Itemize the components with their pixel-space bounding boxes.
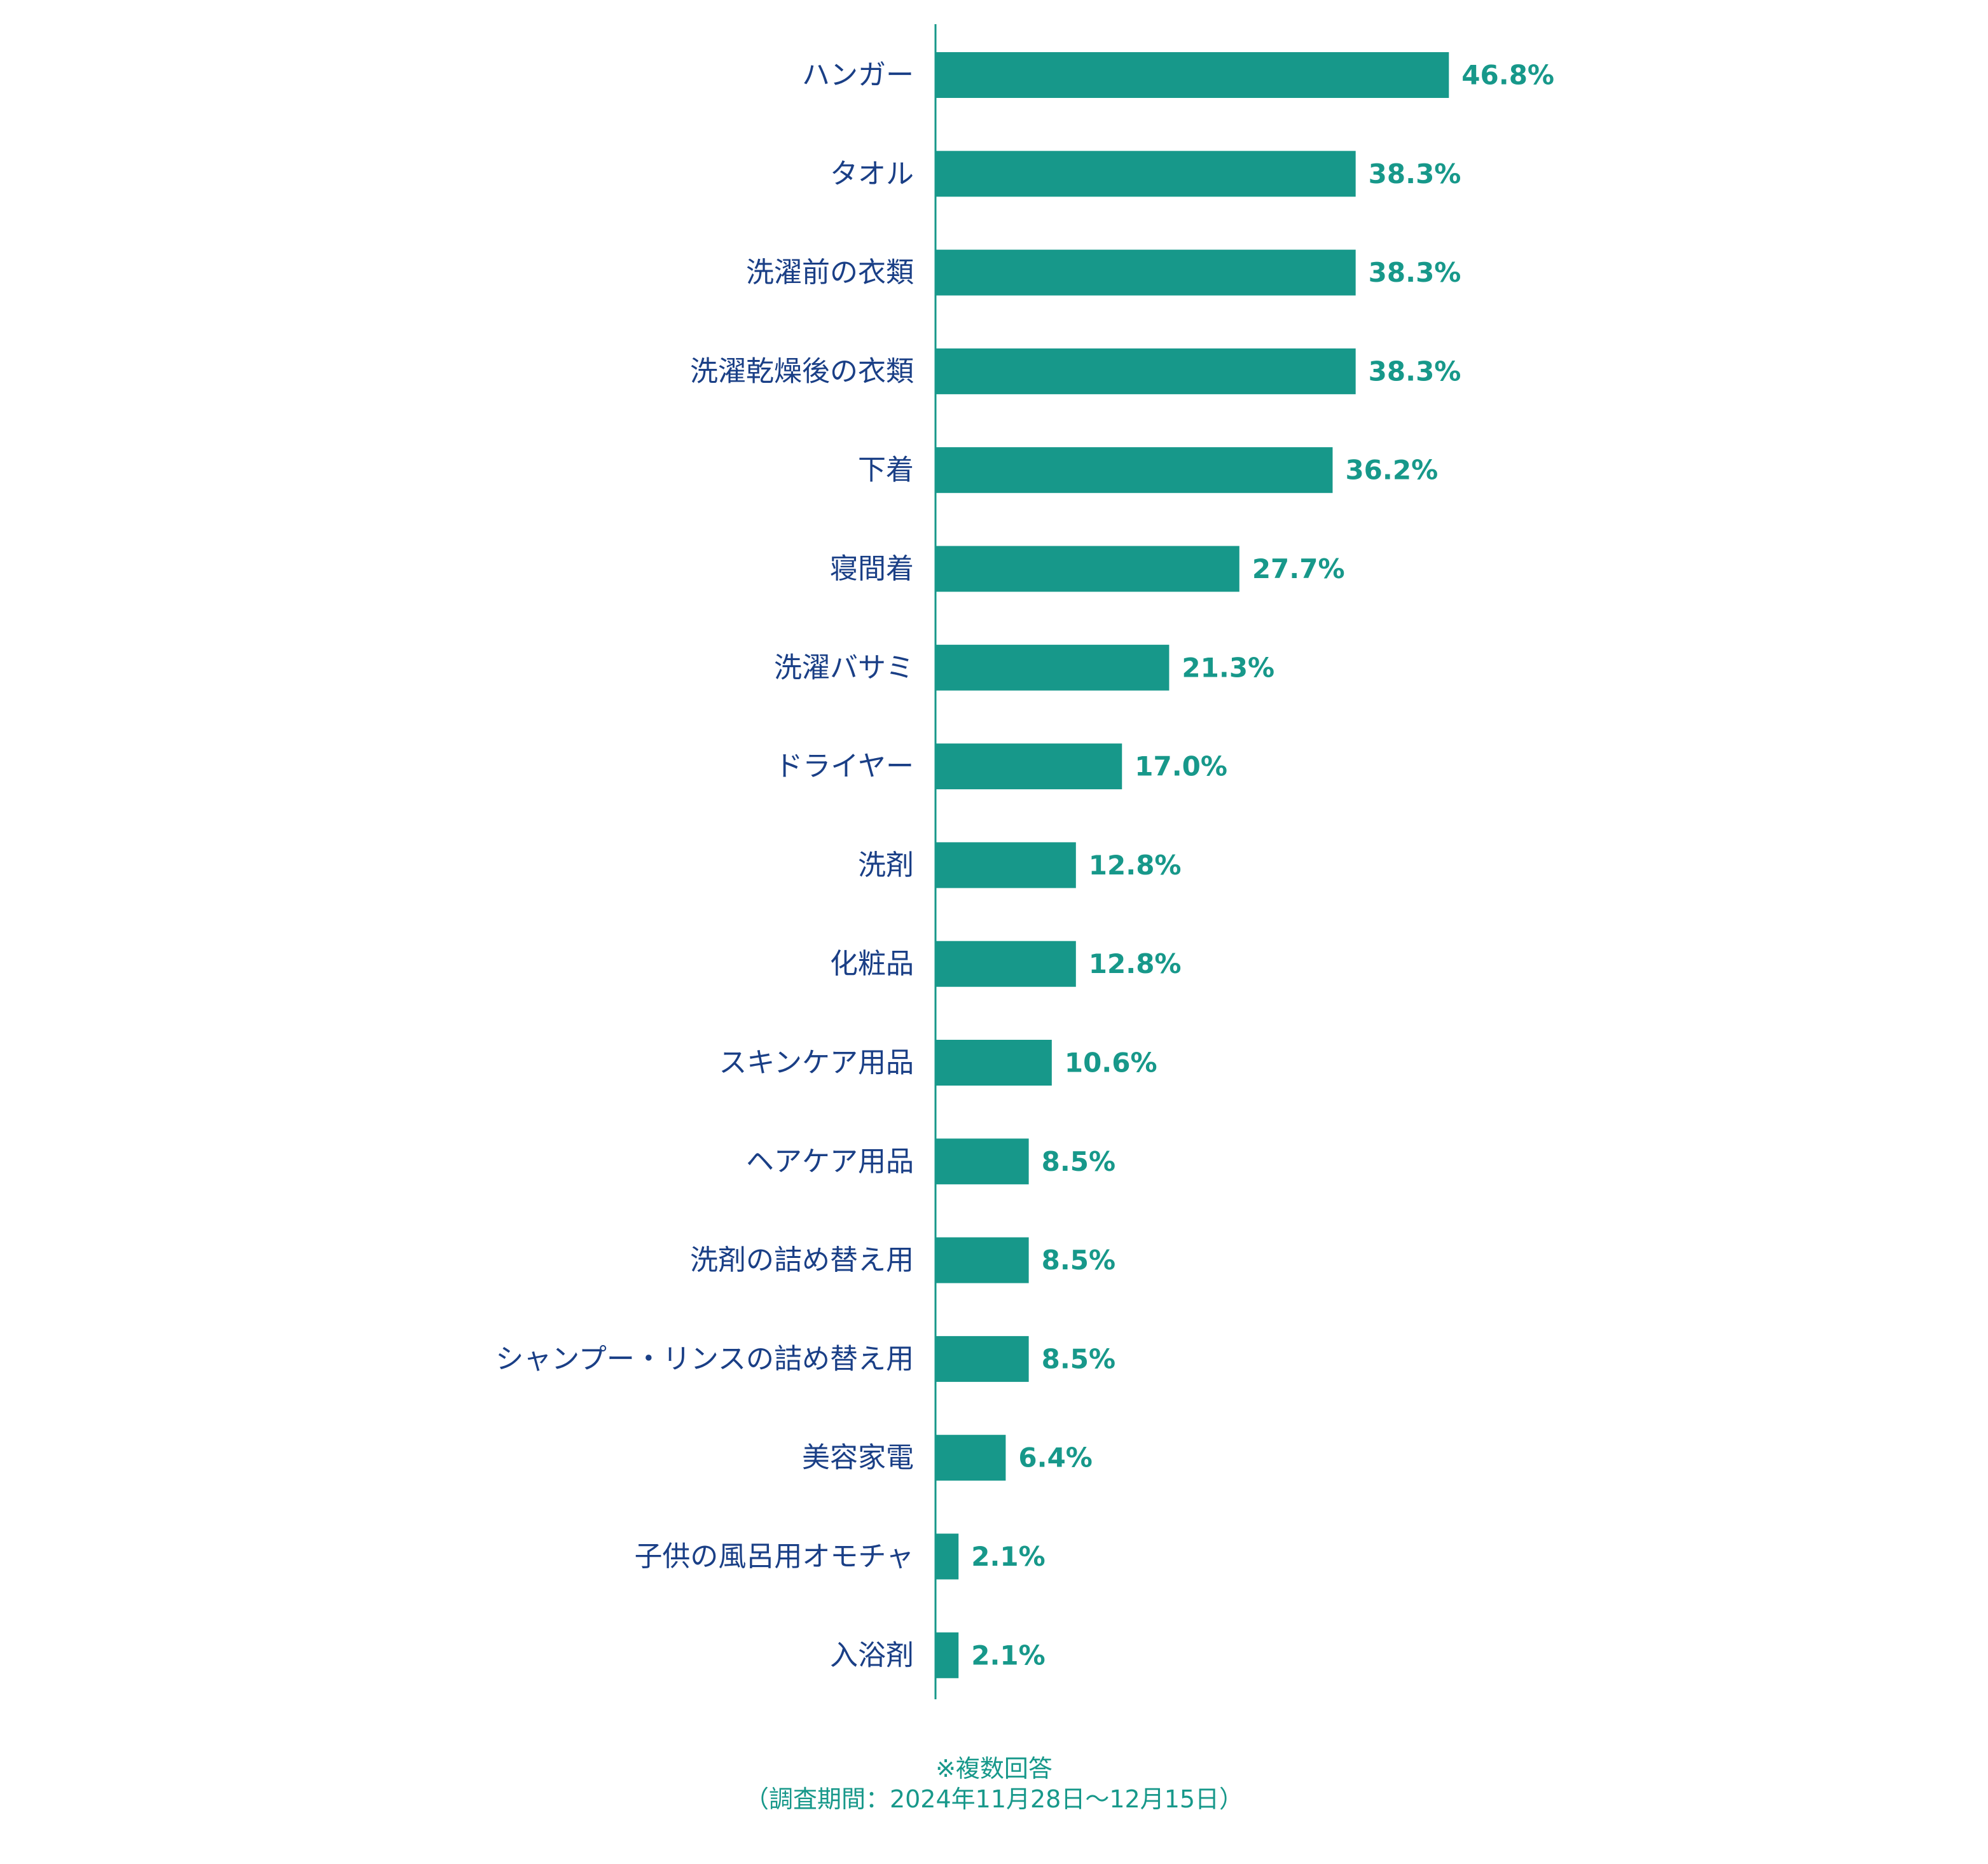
- category-label: 洗濯バサミ: [774, 651, 914, 684]
- bar: [935, 249, 1356, 296]
- value-label: 38.3%: [1369, 158, 1461, 190]
- value-label: 27.7%: [1252, 553, 1345, 584]
- category-label: 子供の風呂用オモチャ: [634, 1540, 914, 1573]
- bar-chart: ハンガータオル洗濯前の衣類洗濯乾燥後の衣類下着寝間着洗濯バサミドライヤー洗剤化粧…: [495, 24, 1554, 1699]
- bar: [935, 644, 1170, 691]
- value-labels: 46.8% 38.3% 38.3% 38.3% 36.2% 27.7% 21.3% 17.0%…: [971, 60, 1554, 1671]
- bar: [935, 1632, 959, 1678]
- value-label: 36.2%: [1345, 455, 1438, 486]
- category-label: タオル: [830, 158, 914, 190]
- value-label: 46.8%: [1461, 60, 1554, 91]
- bar: [935, 52, 1449, 98]
- bar: [935, 1336, 1029, 1382]
- category-label: 洗剤の詰め替え用: [690, 1244, 914, 1276]
- value-label: 38.3%: [1369, 356, 1461, 387]
- bar: [935, 1040, 1052, 1086]
- category-label: ヘアケア用品: [746, 1145, 914, 1178]
- category-labels: ハンガータオル洗濯前の衣類洗濯乾燥後の衣類下着寝間着洗濯バサミドライヤー洗剤化粧…: [495, 59, 914, 1672]
- value-label: 12.8%: [1089, 948, 1182, 979]
- value-label: 21.3%: [1182, 652, 1274, 683]
- category-label: シャンプー・リンスの詰め替え用: [495, 1343, 914, 1375]
- bar: [935, 348, 1356, 394]
- bar: [935, 1237, 1029, 1283]
- category-label: スキンケア用品: [719, 1047, 914, 1079]
- footnote-multiple-answers: ※複数回答: [935, 1755, 1053, 1783]
- bar: [935, 941, 1076, 987]
- category-label: 入浴剤: [830, 1639, 914, 1671]
- value-label: 8.5%: [1042, 1343, 1115, 1374]
- category-label: ドライヤー: [775, 750, 914, 783]
- category-label: 洗剤: [858, 849, 914, 881]
- value-label: 17.0%: [1135, 751, 1227, 782]
- bar: [935, 447, 1333, 494]
- bar: [935, 151, 1356, 197]
- category-label: 美容家電: [802, 1442, 914, 1474]
- value-label: 2.1%: [971, 1640, 1045, 1671]
- value-label: 8.5%: [1042, 1146, 1115, 1177]
- bar: [935, 743, 1122, 790]
- bar: [935, 1533, 959, 1580]
- bar: [935, 842, 1076, 888]
- footnote-survey-period: （調査期間：2024年11月28日～12月15日）: [744, 1785, 1244, 1813]
- category-label: ハンガー: [802, 59, 914, 92]
- category-label: 洗濯前の衣類: [746, 256, 914, 289]
- category-label: 洗濯乾燥後の衣類: [690, 355, 914, 387]
- value-label: 8.5%: [1042, 1245, 1115, 1276]
- bar: [935, 546, 1239, 592]
- bar: [935, 1138, 1029, 1185]
- value-label: 10.6%: [1065, 1047, 1157, 1079]
- category-label: 寝間着: [830, 553, 914, 585]
- value-label: 2.1%: [971, 1541, 1045, 1572]
- value-label: 6.4%: [1018, 1442, 1092, 1474]
- value-label: 38.3%: [1369, 257, 1461, 288]
- category-label: 下着: [858, 454, 914, 487]
- value-label: 12.8%: [1089, 850, 1182, 881]
- category-label: 化粧品: [830, 948, 914, 980]
- bar: [935, 1435, 1006, 1481]
- bars-layer: [935, 52, 1449, 1678]
